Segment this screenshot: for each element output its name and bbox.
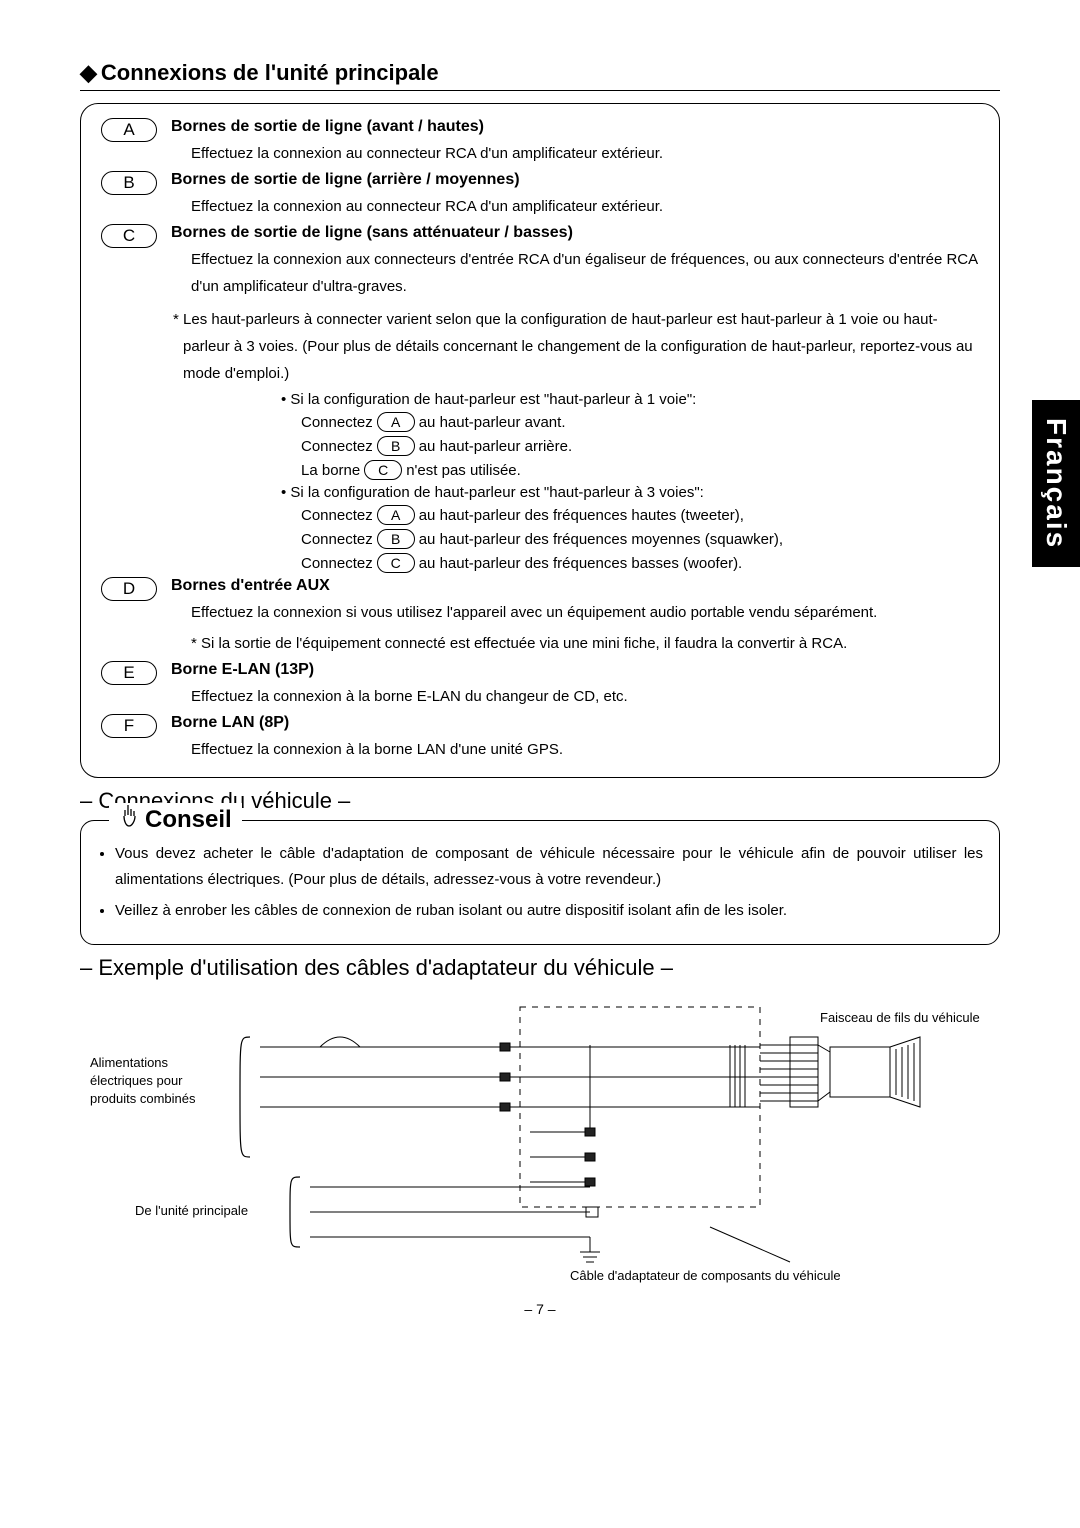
desc-c: Effectuez la connexion aux connecteurs d… bbox=[191, 246, 979, 300]
tip-2: Veillez à enrober les câbles de connexio… bbox=[115, 898, 983, 924]
item-d: D Bornes d'entrée AUX Effectuez la conne… bbox=[101, 577, 979, 657]
config1-c: La borne C n'est pas utilisée. bbox=[301, 460, 979, 480]
item-f: F Borne LAN (8P) Effectuez la connexion … bbox=[101, 714, 979, 763]
item-a: A Bornes de sortie de ligne (avant / hau… bbox=[101, 118, 979, 167]
pill-d: D bbox=[101, 577, 157, 601]
main-label: De l'unité principale bbox=[135, 1203, 248, 1218]
tip-1: Vous devez acheter le câble d'adaptation… bbox=[115, 841, 983, 892]
pill-sm-b3: B bbox=[377, 529, 415, 549]
pill-a: A bbox=[101, 118, 157, 142]
item-c: C Bornes de sortie de ligne (sans atténu… bbox=[101, 224, 979, 573]
title-b: Bornes de sortie de ligne (arrière / moy… bbox=[171, 171, 979, 189]
note-d: * Si la sortie de l'équipement connecté … bbox=[191, 630, 979, 657]
config3-a: Connectez A au haut-parleur des fréquenc… bbox=[301, 505, 979, 525]
desc-b: Effectuez la connexion au connecteur RCA… bbox=[191, 193, 979, 220]
power-label-1: Alimentations bbox=[90, 1055, 169, 1070]
desc-e: Effectuez la connexion à la borne E-LAN … bbox=[191, 683, 979, 710]
desc-a: Effectuez la connexion au connecteur RCA… bbox=[191, 140, 979, 167]
language-tab: Français bbox=[1032, 400, 1080, 567]
tip-box: Conseil Vous devez acheter le câble d'ad… bbox=[80, 820, 1000, 945]
desc-f: Effectuez la connexion à la borne LAN d'… bbox=[191, 736, 979, 763]
pill-sm-c1: C bbox=[364, 460, 402, 480]
config3-header: • Si la configuration de haut-parleur es… bbox=[281, 484, 979, 501]
config1-b: Connectez B au haut-parleur arrière. bbox=[301, 436, 979, 456]
example-header: – Exemple d'utilisation des câbles d'ada… bbox=[80, 955, 1000, 981]
title-f: Borne LAN (8P) bbox=[171, 714, 979, 732]
power-label-3: produits combinés bbox=[90, 1091, 196, 1106]
tip-label: Conseil bbox=[109, 803, 242, 836]
pill-b: B bbox=[101, 171, 157, 195]
config3-b: Connectez B au haut-parleur des fréquenc… bbox=[301, 529, 979, 549]
star-c: * Les haut-parleurs à connecter varient … bbox=[183, 306, 979, 387]
desc-d: Effectuez la connexion si vous utilisez … bbox=[191, 599, 979, 626]
config1-header: • Si la configuration de haut-parleur es… bbox=[281, 391, 979, 408]
pill-sm-b1: B bbox=[377, 436, 415, 456]
wiring-diagram: Faisceau de fils du véhicule Alimentatio… bbox=[80, 997, 1000, 1287]
pill-c: C bbox=[101, 224, 157, 248]
item-e: E Borne E-LAN (13P) Effectuez la connexi… bbox=[101, 661, 979, 710]
main-box: A Bornes de sortie de ligne (avant / hau… bbox=[80, 103, 1000, 778]
title-d: Bornes d'entrée AUX bbox=[171, 577, 979, 595]
tip-label-text: Conseil bbox=[145, 806, 232, 834]
diamond-icon: ◆ bbox=[80, 60, 97, 86]
title-a: Bornes de sortie de ligne (avant / haute… bbox=[171, 118, 979, 136]
hand-icon bbox=[119, 803, 139, 836]
heading-text: Connexions de l'unité principale bbox=[101, 60, 439, 85]
pill-sm-a1: A bbox=[377, 412, 415, 432]
harness-label: Faisceau de fils du véhicule bbox=[820, 1010, 980, 1025]
config3-c: Connectez C au haut-parleur des fréquenc… bbox=[301, 553, 979, 573]
page-number: – 7 – bbox=[80, 1301, 1000, 1317]
page-heading: ◆Connexions de l'unité principale bbox=[80, 60, 1000, 91]
pill-sm-c3: C bbox=[377, 553, 415, 573]
pill-f: F bbox=[101, 714, 157, 738]
item-b: B Bornes de sortie de ligne (arrière / m… bbox=[101, 171, 979, 220]
pill-sm-a3: A bbox=[377, 505, 415, 525]
power-label-2: électriques pour bbox=[90, 1073, 183, 1088]
title-c: Bornes de sortie de ligne (sans atténuat… bbox=[171, 224, 979, 242]
title-e: Borne E-LAN (13P) bbox=[171, 661, 979, 679]
pill-e: E bbox=[101, 661, 157, 685]
config1-a: Connectez A au haut-parleur avant. bbox=[301, 412, 979, 432]
tip-body: Vous devez acheter le câble d'adaptation… bbox=[97, 841, 983, 924]
cable-label: Câble d'adaptateur de composants du véhi… bbox=[570, 1268, 841, 1283]
